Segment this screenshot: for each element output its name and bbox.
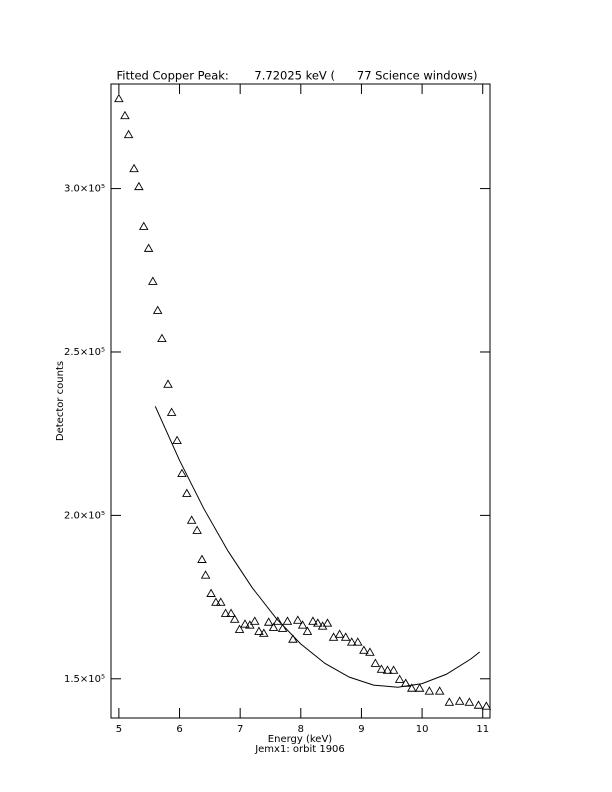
data-point [234,624,245,633]
data-point [148,276,158,285]
x-tick-label: 10 [416,724,429,735]
data-point [464,697,475,706]
data-point [302,626,313,635]
x-tick-label: 8 [298,724,304,735]
data-point [473,700,484,709]
data-point [388,665,399,674]
data-point [186,515,197,524]
data-point [123,129,134,139]
data-point [444,697,455,706]
data-point [268,622,279,631]
data-point [172,435,182,444]
data-point [454,696,465,705]
data-point [359,645,369,654]
data-point [192,525,202,534]
data-point [138,221,149,230]
x-tick-label: 6 [176,724,182,735]
data-point [288,634,298,643]
data-point [424,686,435,695]
data-point [114,93,124,103]
data-point [334,629,345,638]
data-point [297,620,308,629]
data-point [134,181,144,191]
data-point [382,665,393,674]
data-point [226,608,236,617]
data-point [163,379,173,388]
data-point [263,617,274,626]
data-point [249,616,260,625]
data-point [313,618,323,627]
data-point [277,623,288,632]
x-axis-sublabel: Jemx1: orbit 1906 [254,744,345,755]
data-point [322,618,333,627]
data-point [229,614,240,623]
x-tick-label: 5 [116,724,122,735]
data-point [166,407,177,416]
x-axis-label: Energy (keV) [268,734,333,745]
data-point [120,110,130,120]
x-tick-label: 7 [237,724,243,735]
data-point [308,616,318,625]
x-tick-label: 9 [358,724,364,735]
data-point [254,626,264,635]
data-point [353,637,363,646]
data-point [206,588,216,597]
data-point [394,674,405,683]
fit-line [154,406,481,688]
chart-title: Fitted Copper Peak: 7.72025 keV ( 77 Sci… [116,69,477,83]
data-point [376,664,387,673]
data-point [143,243,154,252]
data-point [365,647,375,656]
data-point [340,632,351,641]
data-point [272,616,283,625]
data-point [346,637,357,646]
y-tick-label: 2.5×10⁵ [64,347,105,358]
data-point [129,163,139,173]
data-point [481,701,492,710]
y-tick-label: 1.5×10⁵ [64,674,105,685]
data-point [282,616,293,625]
y-tick-label: 3.0×10⁵ [64,184,105,195]
x-tick-label: 11 [476,724,489,735]
data-point [220,608,231,617]
data-point [215,597,226,606]
data-point [177,468,187,478]
y-axis-label: Detector counts [55,361,66,441]
data-point [211,597,221,606]
data-point [406,683,417,692]
data-point [292,615,303,624]
data-point [259,628,269,637]
data-point [414,683,425,692]
data-point [157,333,167,343]
data-point [317,621,328,630]
data-point [370,658,381,667]
data-point [197,554,207,563]
data-point [200,570,211,579]
data-point [434,686,445,695]
data-point [182,488,192,497]
data-point [152,305,163,314]
y-tick-label: 2.0×10⁵ [64,510,105,521]
data-point [240,619,250,628]
